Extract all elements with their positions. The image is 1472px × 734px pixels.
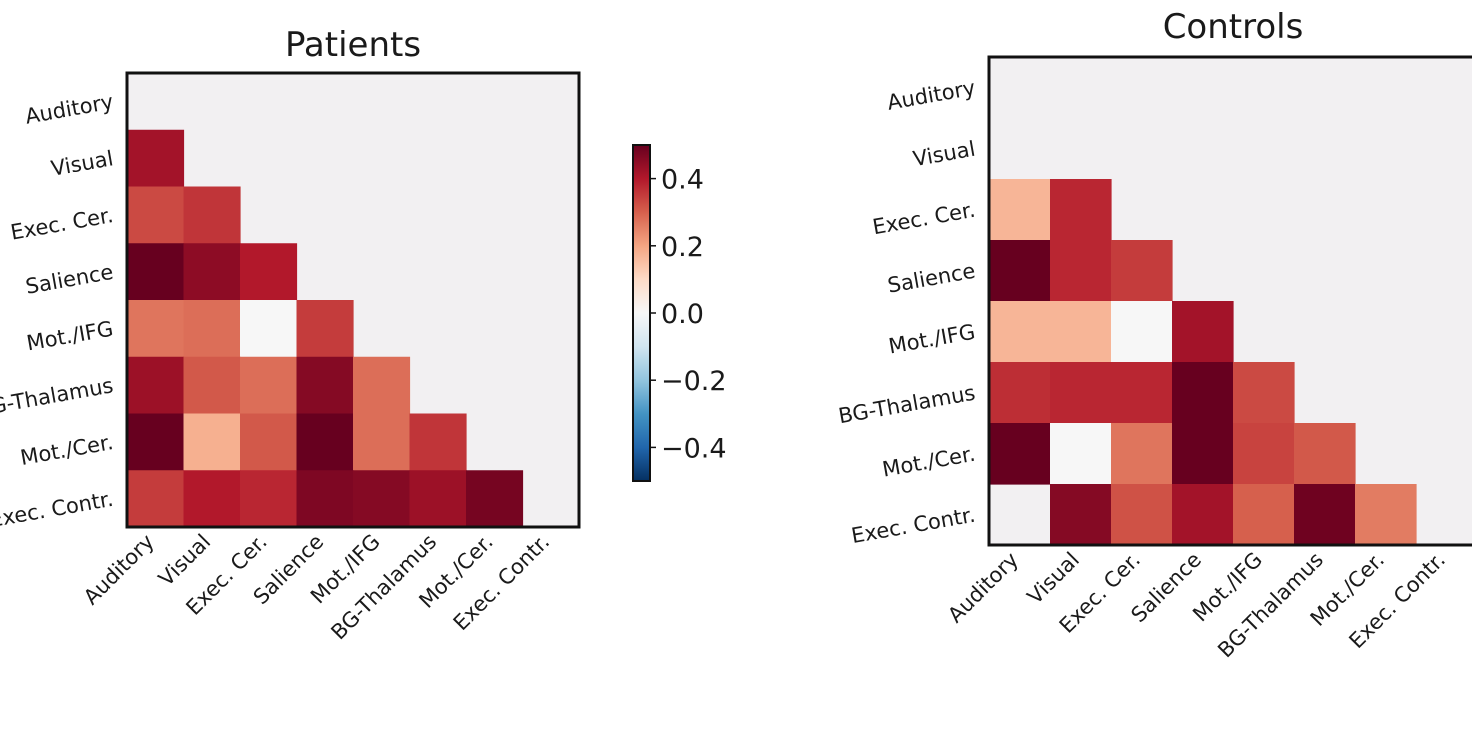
patients-ytick-label: Visual <box>49 146 115 181</box>
colorbar-tick-label: 0.2 <box>661 232 704 263</box>
controls-cell-6-4 <box>1233 423 1295 485</box>
patients-cell-6-4 <box>353 413 411 471</box>
controls-cell-4-0 <box>989 301 1051 363</box>
controls-cell-7-6 <box>1355 484 1417 546</box>
controls-cell-4-2 <box>1111 301 1173 363</box>
controls-plot-frame <box>987 55 1472 547</box>
patients-cell-4-2 <box>240 300 298 358</box>
colorbar-tick-label: 0.4 <box>661 165 704 196</box>
patients-heatmap: Patients Auditory Visual Exec. Cer. Salience… <box>0 25 581 644</box>
patients-cell-6-3 <box>296 413 354 471</box>
controls-cell-3-1 <box>1050 240 1112 302</box>
controls-cell-6-3 <box>1172 423 1234 485</box>
controls-ytick-label: Exec. Cer. <box>871 198 977 240</box>
patients-cell-5-1 <box>183 356 241 415</box>
controls-cell-4-1 <box>1050 301 1112 363</box>
controls-cell-5-0 <box>989 362 1051 424</box>
patients-ytick-label: Exec. Cer. <box>9 203 115 245</box>
controls-ytick-label: BG-Thalamus <box>837 381 977 429</box>
patients-xtick-label: Auditory <box>79 530 159 610</box>
patients-cell-7-0 <box>127 470 185 528</box>
patients-cell-7-6 <box>466 470 524 528</box>
patients-cell-4-1 <box>183 300 241 358</box>
patients-cell-5-0 <box>127 356 185 415</box>
controls-ytick-label: Auditory <box>885 76 977 115</box>
colorbar-tick-label: 0.0 <box>661 299 704 330</box>
patients-cell-4-3 <box>296 300 354 358</box>
patients-title: Patients <box>285 25 421 65</box>
patients-cell-3-2 <box>240 243 298 301</box>
controls-cell-6-0 <box>989 423 1051 485</box>
controls-xtick-label: BG-Thalamus <box>1213 548 1328 663</box>
patients-cell-7-3 <box>296 470 354 528</box>
patients-cell-2-0 <box>127 186 185 244</box>
colorbar-tick-label: −0.4 <box>661 433 727 464</box>
patients-cell-7-5 <box>409 470 467 528</box>
controls-heatmap: Controls Auditory Visual Exec. Cer. Salience… <box>837 7 1472 662</box>
patients-ytick-label: BG-Thalamus <box>0 373 115 421</box>
patients-cell-6-5 <box>409 413 467 471</box>
controls-cell-2-0 <box>989 179 1051 241</box>
controls-cell-5-2 <box>1111 362 1173 424</box>
patients-cell-1-0 <box>127 129 185 188</box>
controls-cell-3-2 <box>1111 240 1173 302</box>
controls-xtick-label: Auditory <box>943 548 1023 628</box>
patients-cell-2-1 <box>183 186 241 244</box>
colorbar: 0.4 0.2 0.0 −0.2 −0.4 <box>632 144 727 482</box>
controls-cell-7-1 <box>1050 484 1112 546</box>
patients-cell-6-1 <box>183 413 241 471</box>
patients-ytick-label: Salience <box>24 260 115 299</box>
patients-cell-7-1 <box>183 470 241 528</box>
patients-cell-7-2 <box>240 470 298 528</box>
controls-ytick-label: Exec. Contr. <box>850 503 978 548</box>
patients-ytick-label: Mot./IFG <box>25 317 115 356</box>
patients-cell-5-3 <box>296 356 354 415</box>
controls-cell-5-3 <box>1172 362 1234 424</box>
controls-cell-7-3 <box>1172 484 1234 546</box>
colorbar-gradient <box>633 145 650 481</box>
controls-cell-7-5 <box>1294 484 1356 546</box>
controls-cell-2-1 <box>1050 179 1112 241</box>
patients-cell-6-0 <box>127 413 185 471</box>
controls-ytick-label: Mot./IFG <box>887 320 977 359</box>
patients-plot-frame <box>125 71 581 529</box>
controls-ytick-label: Visual <box>911 137 977 172</box>
patients-cell-5-4 <box>353 356 411 415</box>
controls-cell-7-4 <box>1233 484 1295 546</box>
controls-cell-6-1 <box>1050 423 1112 485</box>
controls-title: Controls <box>1163 7 1304 47</box>
patients-cell-3-0 <box>127 243 185 301</box>
patients-cell-3-1 <box>183 243 241 301</box>
controls-ytick-label: Mot./Cer. <box>880 442 977 482</box>
patients-ytick-label: Mot./Cer. <box>18 430 115 470</box>
colorbar-tick-label: −0.2 <box>661 366 727 397</box>
patients-cell-4-0 <box>127 300 185 358</box>
controls-cell-7-2 <box>1111 484 1173 546</box>
patients-cell-7-4 <box>353 470 411 528</box>
controls-cell-6-5 <box>1294 423 1356 485</box>
patients-ytick-label: Auditory <box>23 90 115 129</box>
controls-cell-4-3 <box>1172 301 1234 363</box>
controls-cell-5-1 <box>1050 362 1112 424</box>
patients-cell-6-2 <box>240 413 298 471</box>
patients-cell-5-2 <box>240 356 298 415</box>
patients-ytick-label: Exec. Contr. <box>0 487 115 532</box>
controls-cell-6-2 <box>1111 423 1173 485</box>
controls-ytick-label: Salience <box>886 259 977 298</box>
controls-cell-5-4 <box>1233 362 1295 424</box>
controls-cell-3-0 <box>989 240 1051 302</box>
